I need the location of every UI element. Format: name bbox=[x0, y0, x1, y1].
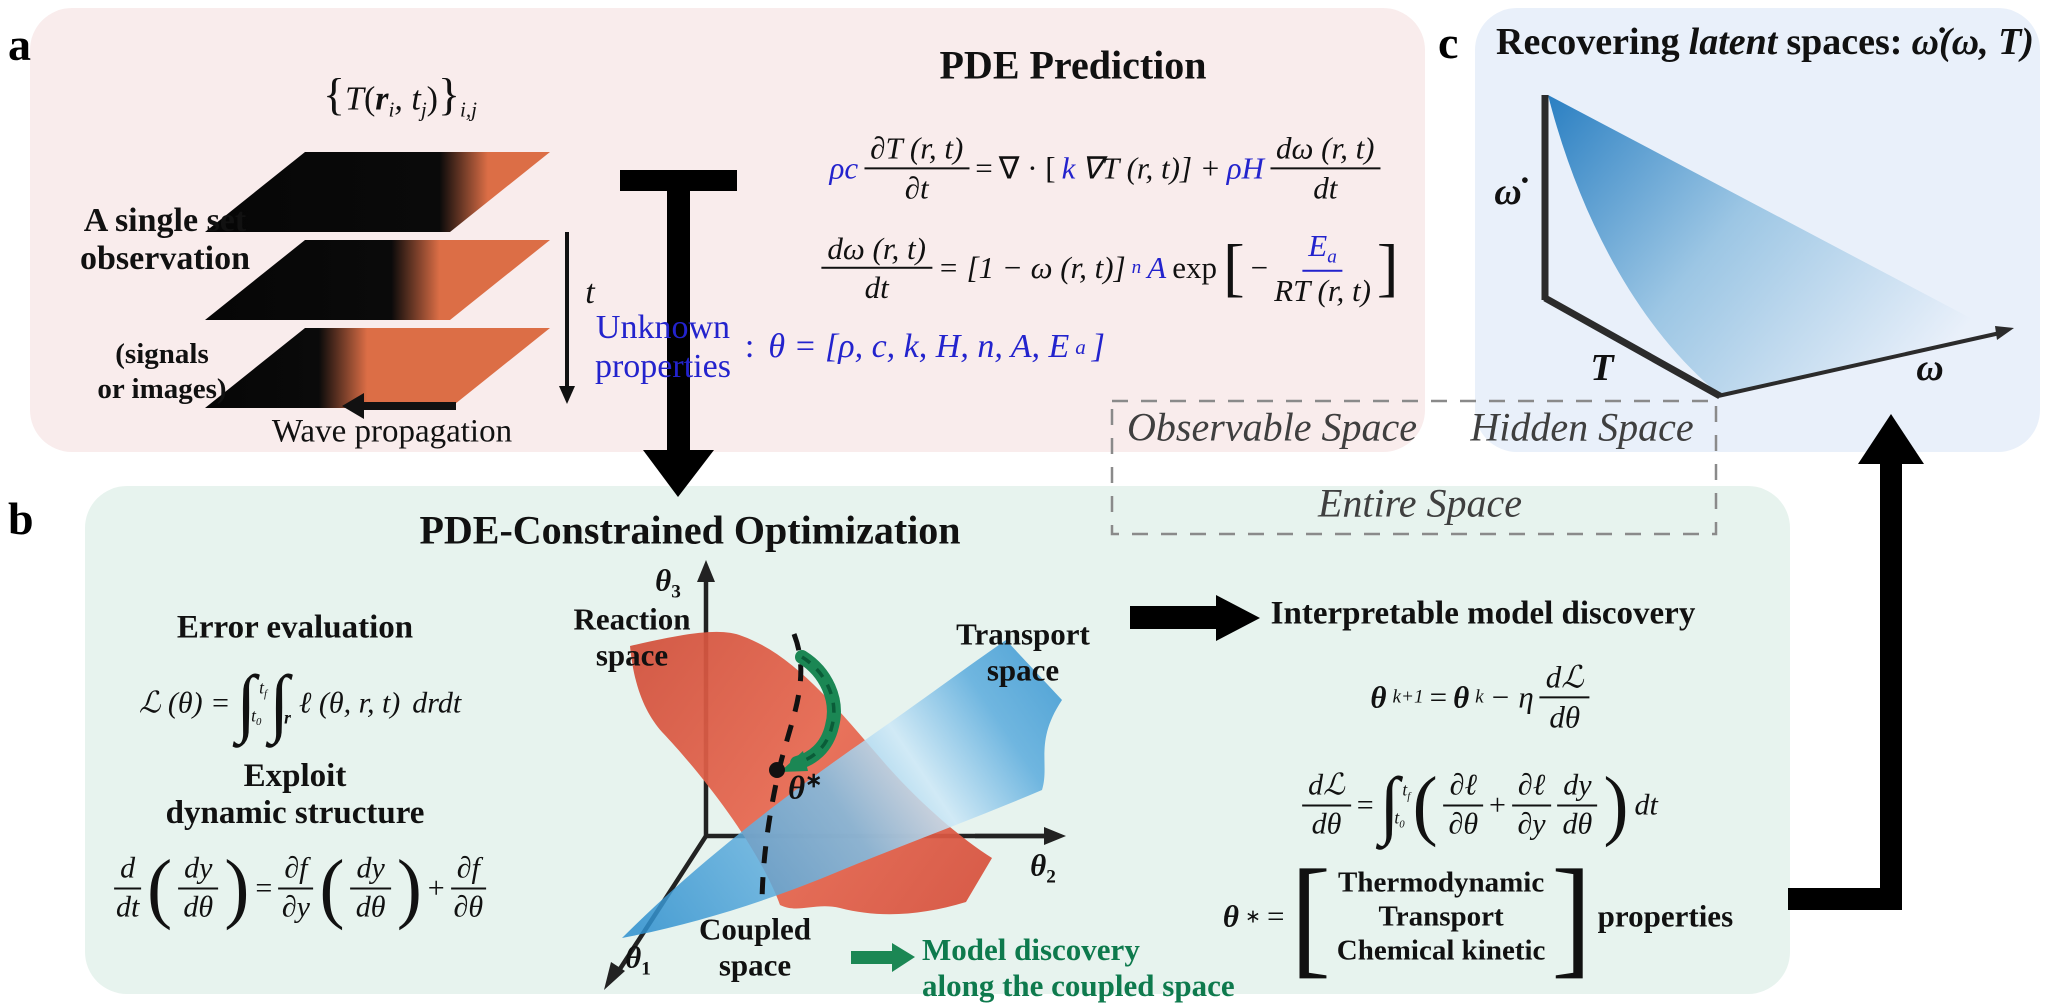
omega-axis-label: ω bbox=[1916, 347, 1944, 389]
spaces-dashed-box bbox=[1110, 399, 1718, 536]
panel-a-corner-label: a bbox=[8, 19, 31, 70]
latent-surface bbox=[1548, 95, 1995, 395]
integral-time: ∫ tf t0 bbox=[236, 660, 267, 745]
theta1-axis-label: θ1 bbox=[625, 939, 651, 980]
theta2-axis-head bbox=[975, 827, 1066, 845]
matrix-row-transport: Transport bbox=[1378, 900, 1504, 933]
omega-axis bbox=[1717, 326, 2014, 398]
error-evaluation-title: Error evaluation bbox=[176, 609, 414, 646]
omega-dot-axis-label: ω̇ bbox=[1494, 171, 1522, 213]
transport-space-label: Transport space bbox=[956, 616, 1090, 687]
flow-arrow-down bbox=[620, 170, 737, 497]
observation-frames bbox=[205, 152, 550, 408]
pde-optimization-title: PDE-Constrained Optimization bbox=[419, 507, 961, 553]
coef-A: A bbox=[1147, 249, 1167, 285]
loss-equation: ℒ (θ) = ∫ tf t0 ∫ r ℓ (θ, r, t) drdt bbox=[138, 660, 462, 745]
exp-n: n bbox=[1131, 256, 1142, 278]
sub-i: i bbox=[388, 97, 395, 122]
theta-star-label: θ∗ bbox=[788, 770, 823, 807]
observation-caption: A single set observation bbox=[80, 202, 250, 278]
wave-propagation-label: Wave propagation bbox=[271, 413, 513, 450]
recovered-properties-equation: θ ∗ = [ Thermodynamic Transport Chemical … bbox=[1222, 842, 1734, 991]
coupled-space-label: Coupled space bbox=[699, 911, 811, 982]
paren-left: ( bbox=[363, 80, 376, 118]
sensitivity-equation: d dt ( dy dθ ) = ∂f ∂y ( dy dθ ) + ∂f ∂θ bbox=[114, 848, 486, 927]
pde-equation-reaction: dω (r, t) dt = [1 − ω (r, t)] n A exp [ … bbox=[821, 227, 1399, 308]
frac-arrhenius: Ea RT (r, t) bbox=[1274, 227, 1371, 308]
coef-k: k bbox=[1061, 150, 1076, 185]
theta-vector: θ = [ρ, c, k, H, n, A, E bbox=[768, 328, 1070, 365]
integral-space: ∫ r bbox=[269, 660, 291, 745]
omega-dot-function: ω̇(ω, T) bbox=[1911, 21, 2034, 63]
var-r: r bbox=[375, 80, 389, 118]
legend-arrow-icon bbox=[851, 943, 915, 972]
matrix-row-chemical-kinetic: Chemical kinetic bbox=[1336, 935, 1546, 968]
signals-caption-line1: (signals bbox=[115, 338, 209, 371]
frac-dwdt2: dω (r, t) dt bbox=[821, 230, 932, 305]
signals-caption: (signals or images) bbox=[97, 337, 226, 407]
frac-dwdt: dω (r, t) dt bbox=[1269, 130, 1381, 205]
time-arrow-icon bbox=[559, 232, 575, 404]
flow-arrow-right bbox=[1130, 595, 1260, 641]
unknown-properties-label: Unknown properties : θ = [ρ, c, k, H, n,… bbox=[594, 308, 1106, 385]
T-axis bbox=[1543, 294, 1722, 400]
pde-prediction-title: PDE Prediction bbox=[939, 42, 1207, 88]
theta-star-point bbox=[769, 762, 785, 778]
reaction-space-label: Reaction space bbox=[573, 601, 691, 672]
sub-ij: i,j bbox=[460, 97, 478, 122]
loss-gradient-equation: dℒ dθ = ∫ tf t0 ( ∂ℓ ∂θ + ∂ℓ ∂y dy dθ ) dt bbox=[1302, 765, 1658, 844]
panel-c-corner-label: c bbox=[1438, 17, 1459, 68]
matrix-row-thermodynamic: Thermodynamic bbox=[1337, 866, 1545, 899]
model-discovery-legend: Model discovery along the coupled space bbox=[922, 932, 1235, 1003]
observation-caption-line1: A single set bbox=[83, 201, 247, 239]
heatmap-frame-2 bbox=[205, 240, 550, 320]
hidden-space-label: Hidden Space bbox=[1470, 404, 1694, 450]
flow-arrow-up bbox=[1788, 414, 1924, 910]
transport-surface bbox=[622, 640, 1062, 938]
theta2-axis-label: θ2 bbox=[1030, 847, 1056, 888]
theta3-axis-label: θ3 bbox=[655, 562, 681, 603]
frac-dTdt: ∂T (r, t) ∂t bbox=[864, 130, 970, 205]
parameter-space-plot bbox=[604, 560, 1066, 990]
model-discovery-arrow bbox=[780, 650, 841, 772]
observable-space-label: Observable Space bbox=[1127, 404, 1417, 450]
heatmap-frame-1 bbox=[205, 152, 550, 232]
coef-rho-H: ρH bbox=[1226, 150, 1264, 185]
var-T: T bbox=[345, 80, 364, 118]
signals-caption-line2: or images) bbox=[97, 373, 227, 405]
dataset-math-label: {T(ri, tj)}i,j bbox=[323, 67, 477, 122]
entire-space-label: Entire Space bbox=[1317, 480, 1523, 526]
var-t: t bbox=[411, 80, 421, 118]
properties-word: properties bbox=[1597, 899, 1734, 934]
property-matrix: Thermodynamic Transport Chemical kinetic bbox=[1337, 866, 1546, 969]
latent-surface-plot bbox=[1541, 95, 2014, 400]
pde-equation-heat: ρc ∂T (r, t) ∂t = ∇ · [ k ∇T (r, t)] + ρ… bbox=[829, 130, 1381, 205]
latent-spaces-title: Recovering latent spaces: ω̇(ω, T) bbox=[1496, 21, 2034, 63]
sub-j: j bbox=[420, 97, 427, 122]
T-axis-label: T bbox=[1590, 347, 1614, 389]
paren-right: ) bbox=[426, 80, 438, 118]
heatmap-frame-3 bbox=[205, 328, 550, 408]
coef-rho-c: ρc bbox=[829, 150, 859, 185]
brace-right: } bbox=[438, 68, 461, 120]
brace-left: { bbox=[322, 68, 346, 120]
interpretable-discovery-title: Interpretable model discovery bbox=[1270, 595, 1696, 632]
comma: , bbox=[394, 80, 412, 118]
panel-b-corner-label: b bbox=[8, 493, 34, 544]
time-axis-label: t bbox=[585, 274, 595, 311]
exploit-structure-title: Exploit dynamic structure bbox=[165, 758, 425, 831]
wave-direction-arrow-icon bbox=[342, 393, 456, 419]
observation-caption-line2: observation bbox=[80, 240, 250, 277]
